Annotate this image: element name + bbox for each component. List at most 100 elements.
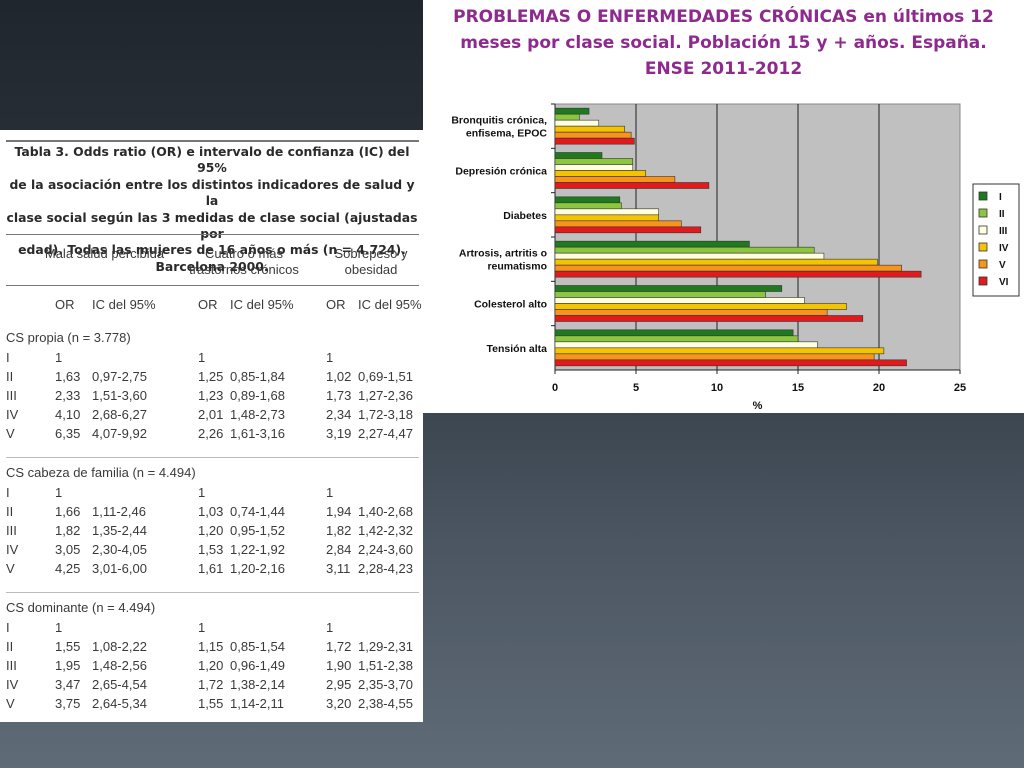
table-cell: 3,05 xyxy=(55,542,81,557)
table-cell: 1,51-2,38 xyxy=(358,658,413,673)
bar-i xyxy=(554,240,750,248)
table-cell: 1,48-2,56 xyxy=(92,658,147,673)
subheader-or: OR xyxy=(326,297,346,312)
table-cell: 0,95-1,52 xyxy=(230,523,285,538)
legend-swatch xyxy=(978,242,988,252)
table-cell: 2,26 xyxy=(198,426,224,441)
table-cell: 1,22-1,92 xyxy=(230,542,285,557)
legend-label: III xyxy=(999,226,1008,237)
table-cell: 1,55 xyxy=(198,696,224,711)
bar-v xyxy=(554,220,682,228)
chart-title-line: meses por clase social. Población 15 y +… xyxy=(460,33,987,53)
table-cell: 1,03 xyxy=(198,504,224,519)
row-class-label: I xyxy=(6,485,10,500)
table-cell: 2,84 xyxy=(326,542,352,557)
table-cell: 0,85-1,84 xyxy=(230,369,285,384)
table-cell: 1 xyxy=(198,350,206,365)
bar-i xyxy=(554,196,621,204)
bar-ii xyxy=(554,291,766,298)
table-cell: 0,74-1,44 xyxy=(230,504,285,519)
table-cell: 1,48-2,73 xyxy=(230,407,285,422)
row-class-label: II xyxy=(6,369,14,384)
table-cell: 1,72-3,18 xyxy=(358,407,413,422)
table-cell: 2,27-4,47 xyxy=(358,426,413,441)
subheader-ic: IC del 95% xyxy=(230,297,294,312)
header-mala-salud: Mala salud percibida xyxy=(44,246,165,261)
bar-i xyxy=(554,152,603,159)
bar-iv xyxy=(554,347,885,355)
header-sobrepeso: Sobrepeso y obesidad xyxy=(334,246,408,277)
row-class-label: II xyxy=(6,639,14,654)
table-cell: 2,30-4,05 xyxy=(92,542,147,557)
bar-chart: 0 5 10 15 20 25% Bronquitis crónica,enfisema, … xyxy=(451,103,1020,412)
legend-swatch xyxy=(978,208,988,218)
table-cell: 2,95 xyxy=(326,677,352,692)
row-class-label: II xyxy=(6,504,14,519)
bar-vi xyxy=(554,182,710,189)
x-tick-label: 20 xyxy=(873,382,885,394)
row-class-label: I xyxy=(6,350,10,365)
caption-line: clase social según las 3 medidas de clas… xyxy=(6,209,418,242)
table-cell: 1,27-2,36 xyxy=(358,388,413,403)
table-cell: 1,72 xyxy=(198,677,224,692)
category-label: Artrosis, artritis o xyxy=(459,248,547,260)
table-cell: 1,63 xyxy=(55,369,81,384)
section-divider xyxy=(6,457,419,458)
table-cell: 2,24-3,60 xyxy=(358,542,413,557)
category-label: Diabetes xyxy=(503,210,547,222)
x-tick-label: 25 xyxy=(954,382,966,394)
table-cell: 1,82 xyxy=(55,523,81,538)
bar-iv xyxy=(554,258,878,266)
table-cell: 1 xyxy=(326,485,334,500)
legend-label: I xyxy=(999,192,1002,203)
table-cell: 2,38-4,55 xyxy=(358,696,413,711)
table-cell: 1,20 xyxy=(198,658,224,673)
bar-iv xyxy=(554,170,647,177)
subheader-or: OR xyxy=(55,297,75,312)
row-class-label: IV xyxy=(6,677,19,692)
table-cell: 6,35 xyxy=(55,426,81,441)
bar-vi xyxy=(554,226,702,234)
category-label: reumatismo xyxy=(487,261,547,273)
bar-iv xyxy=(554,125,625,133)
category-label: Depresión crónica xyxy=(455,166,547,178)
x-tick-label: 10 xyxy=(711,382,723,394)
table-cell: 3,75 xyxy=(55,696,81,711)
category-label: enfisema, EPOC xyxy=(466,128,548,140)
table-cell: 3,47 xyxy=(55,677,81,692)
bar-vi xyxy=(554,270,922,278)
section-title: CS dominante (n = 4.494) xyxy=(6,600,156,615)
bar-v xyxy=(554,176,676,183)
table-cell: 1 xyxy=(326,350,334,365)
table-cell: 1,95 xyxy=(55,658,81,673)
bar-ii xyxy=(554,202,622,210)
table-cell: 1,35-2,44 xyxy=(92,523,147,538)
row-class-label: V xyxy=(6,426,15,441)
bar-iii xyxy=(554,208,659,216)
bar-i xyxy=(554,329,794,337)
table-cell: 3,20 xyxy=(326,696,352,711)
table-cell: 2,65-4,54 xyxy=(92,677,147,692)
table-cell: 1 xyxy=(55,350,63,365)
section-title: CS cabeza de familia (n = 4.494) xyxy=(6,465,196,480)
table-cell: 0,69-1,51 xyxy=(358,369,413,384)
table-cell: 1,90 xyxy=(326,658,352,673)
bar-v xyxy=(554,309,828,316)
bar-ii xyxy=(554,113,580,121)
table-cell: 3,11 xyxy=(326,561,351,576)
legend-label: II xyxy=(999,209,1005,220)
table-cell: 4,10 xyxy=(55,407,81,422)
table-cell: 1,15 xyxy=(198,639,224,654)
legend-swatch xyxy=(978,191,988,201)
row-class-label: III xyxy=(6,658,17,673)
subheader-or: OR xyxy=(198,297,218,312)
category-label: Colesterol alto xyxy=(474,299,547,311)
bar-vi xyxy=(554,137,635,145)
legend-swatch xyxy=(978,225,988,235)
row-class-label: IV xyxy=(6,407,19,422)
row-class-label: III xyxy=(6,523,17,538)
table-cell: 1,73 xyxy=(326,388,352,403)
table-header-rule xyxy=(6,234,419,235)
x-tick-label: 15 xyxy=(792,382,804,394)
table-cell: 1 xyxy=(55,620,63,635)
